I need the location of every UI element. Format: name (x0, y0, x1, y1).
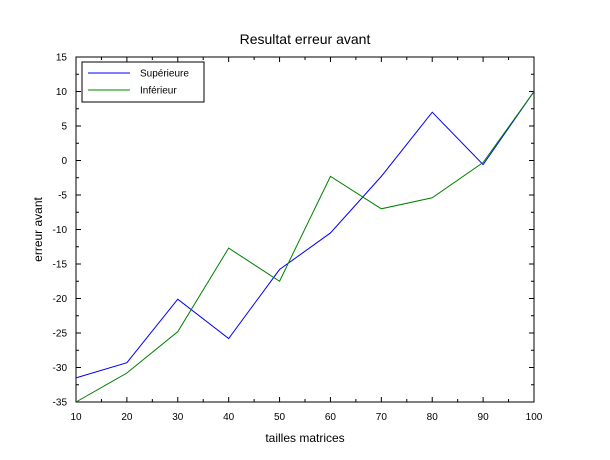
y-tick-label: 10 (56, 87, 68, 98)
y-tick-label: -25 (53, 329, 68, 340)
x-axis-label: tailles matrices (265, 431, 344, 445)
y-tick-label: -20 (53, 294, 68, 305)
series-layer (75, 91, 535, 403)
x-tick-label: 20 (121, 412, 133, 423)
x-tick-label: 100 (526, 412, 543, 423)
legend-label: Supérieure (140, 69, 189, 80)
x-tick-label: 50 (274, 412, 286, 423)
series-line-1 (75, 91, 535, 379)
y-tick-label: 0 (61, 156, 67, 167)
x-tick-label: 40 (223, 412, 235, 423)
legend-box (81, 61, 205, 103)
x-tick-label: 10 (70, 412, 82, 423)
x-tick-label: 30 (172, 412, 184, 423)
series-line-2 (75, 91, 535, 403)
y-tick-label: -15 (53, 260, 68, 271)
y-tick-label: -5 (58, 191, 67, 202)
chart-title: Resultat erreur avant (240, 31, 371, 47)
legend: Supérieure Inférieur (81, 61, 205, 103)
y-tick-label: -30 (53, 363, 68, 374)
legend-label: Inférieur (140, 86, 177, 97)
y-axis-label: erreur avant (31, 196, 45, 261)
y-tick-label: -10 (53, 225, 68, 236)
axis-ticks: 10 20 30 40 50 60 70 80 90 100-35-30-25-20-15-10-… (53, 53, 543, 424)
x-tick-label: 60 (325, 412, 337, 423)
x-tick-label: 90 (478, 412, 490, 423)
y-tick-label: 15 (56, 53, 68, 64)
y-tick-label: -35 (53, 398, 68, 409)
x-tick-label: 80 (427, 412, 439, 423)
x-tick-label: 70 (376, 412, 388, 423)
y-tick-label: 5 (61, 122, 67, 133)
